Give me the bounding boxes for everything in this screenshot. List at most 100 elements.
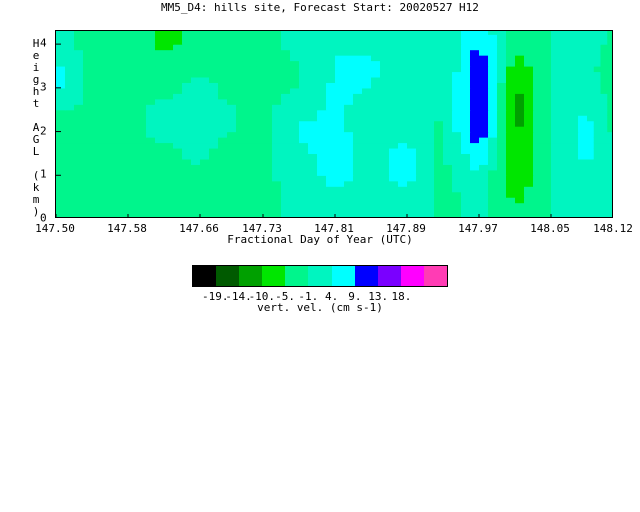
- heatmap-cell: [326, 40, 336, 45]
- heatmap-cell: [600, 202, 608, 209]
- heatmap-cell: [497, 202, 507, 209]
- heatmap-cell: [56, 202, 66, 209]
- heatmap-cell: [551, 131, 561, 138]
- heatmap-cell: [389, 186, 399, 193]
- heatmap-cell: [353, 186, 363, 193]
- heatmap-cell: [299, 202, 309, 209]
- heatmap-cell: [146, 175, 156, 182]
- heatmap-cell: [249, 34, 257, 39]
- heatmap-cell: [191, 98, 201, 105]
- heatmap-cell: [470, 87, 480, 94]
- y-axis-label-char: m: [32, 193, 40, 206]
- heatmap-cell: [146, 65, 156, 73]
- heatmap-cell: [600, 208, 608, 215]
- heatmap-cell: [452, 44, 462, 51]
- heatmap-cell: [551, 98, 561, 105]
- heatmap-cell: [83, 31, 93, 35]
- heatmap-cell: [461, 153, 471, 160]
- heatmap-cell: [128, 126, 138, 133]
- heatmap-cell: [578, 120, 588, 127]
- heatmap-cell: [182, 186, 192, 193]
- heatmap-cell: [119, 202, 129, 209]
- heatmap-cell: [569, 208, 579, 215]
- heatmap-cell: [524, 197, 534, 204]
- heatmap-cell: [607, 109, 612, 116]
- heatmap-cell: [344, 76, 354, 83]
- heatmap-cell: [497, 109, 507, 116]
- heatmap-cell: [74, 76, 84, 83]
- heatmap-cell: [470, 147, 480, 155]
- heatmap-cell: [249, 153, 257, 160]
- heatmap-cell: [290, 104, 300, 111]
- heatmap-cell: [173, 197, 183, 204]
- heatmap-cell: [569, 153, 579, 160]
- heatmap-cell: [317, 208, 327, 215]
- heatmap-cell: [533, 40, 543, 45]
- heatmap-cell: [299, 120, 309, 127]
- heatmap-cell: [242, 115, 251, 122]
- heatmap-cell: [137, 76, 147, 83]
- heatmap-cell: [607, 131, 612, 138]
- heatmap-cell: [155, 169, 165, 176]
- heatmap-cell: [600, 153, 608, 160]
- heatmap-cell: [506, 49, 516, 56]
- heatmap-cell: [290, 175, 300, 182]
- heatmap-cell: [443, 44, 453, 51]
- heatmap-cell: [344, 213, 354, 217]
- heatmap-cell: [299, 71, 309, 78]
- heatmap-cell: [407, 76, 417, 83]
- heatmap-cell: [281, 197, 291, 204]
- heatmap-cell: [425, 34, 435, 39]
- heatmap-cell: [155, 76, 165, 83]
- heatmap-cell: [542, 65, 552, 73]
- heatmap-cell: [479, 93, 489, 100]
- heatmap-cell: [380, 44, 390, 51]
- heatmap-cell: [128, 60, 138, 67]
- heatmap-cell: [242, 37, 251, 42]
- heatmap-cell: [119, 98, 129, 105]
- heatmap-cell: [533, 213, 543, 217]
- heatmap-cell: [137, 147, 147, 155]
- heatmap-cell: [249, 76, 257, 83]
- heatmap-cell: [119, 49, 129, 56]
- heatmap-cell: [128, 131, 138, 138]
- heatmap-cell: [209, 37, 219, 42]
- heatmap-cell: [191, 82, 201, 89]
- heatmap-cell: [497, 76, 507, 83]
- heatmap-cell: [461, 98, 471, 105]
- heatmap-cell: [569, 65, 579, 73]
- heatmap-cell: [578, 186, 588, 193]
- heatmap-cell: [380, 137, 390, 144]
- heatmap-cell: [398, 191, 408, 198]
- heatmap-cell: [200, 104, 210, 111]
- heatmap-cell: [524, 126, 534, 133]
- heatmap-cell: [164, 175, 174, 182]
- heatmap-cell: [317, 126, 327, 133]
- heatmap-cell: [407, 65, 417, 73]
- heatmap-cell: [92, 158, 102, 165]
- heatmap-cell: [308, 175, 318, 182]
- heatmap-cell: [146, 60, 156, 67]
- colorbar-tick-label: 4.: [325, 290, 339, 303]
- heatmap-cell: [524, 40, 534, 45]
- heatmap-cell: [209, 120, 219, 127]
- heatmap-cell: [443, 126, 453, 133]
- heatmap-cell: [256, 31, 264, 35]
- heatmap-cell: [560, 197, 570, 204]
- heatmap-cell: [497, 34, 507, 39]
- heatmap-cell: [344, 186, 354, 193]
- heatmap-cell: [551, 137, 561, 144]
- heatmap-cell: [443, 98, 453, 105]
- heatmap-cell: [119, 137, 129, 144]
- heatmap-cell: [461, 169, 471, 176]
- heatmap-cell: [110, 142, 120, 149]
- heatmap-cell: [119, 44, 129, 51]
- heatmap-cell: [560, 87, 570, 94]
- heatmap-cell: [560, 76, 570, 83]
- heatmap-cell: [578, 208, 588, 215]
- heatmap-cell: [83, 98, 93, 105]
- heatmap-cell: [434, 40, 444, 45]
- heatmap-cell: [593, 213, 602, 217]
- heatmap-cell: [335, 202, 345, 209]
- heatmap-cell: [560, 55, 570, 62]
